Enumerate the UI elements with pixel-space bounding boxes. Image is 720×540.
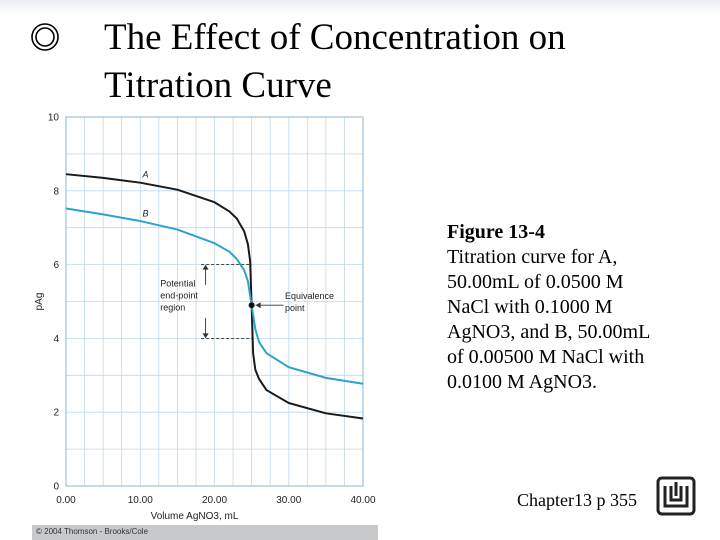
y-tick-label: 8 [53,186,59,197]
y-tick-label: 4 [53,334,59,345]
y-tick-label: 2 [53,408,59,419]
y-axis-label: pAg [34,293,45,311]
copyright-credit: © 2004 Thomson - Brooks/Cole [36,527,149,536]
x-tick-label: 0.00 [56,495,76,506]
y-tick-label: 10 [48,113,60,124]
series-label-b: B [142,208,148,218]
x-tick-label: 20.00 [202,495,227,506]
x-axis-label: Volume AgNO3, mL [151,511,239,522]
region-arrowhead-up [202,264,209,270]
titration-chart: 0.00 10.00 20.00 30.00 40.00 0 2 4 6 8 10 Volume Ag… [34,113,376,523]
caption-line: of 0.00500 M NaCl with [447,346,645,368]
caption-line: 50.00mL of 0.0500 M [447,271,624,293]
university-logo-icon [656,476,696,516]
x-tick-label: 30.00 [276,495,301,506]
caption-line: AgNO3, and B, 50.00mL [447,321,651,343]
series-label-a: A [141,170,148,180]
caption-heading: Figure 13-4 [447,221,545,243]
region-label-line: end-point [160,291,198,301]
y-tick-label: 0 [53,482,59,493]
equivalence-arrowhead [255,302,261,309]
region-label-line: region [160,303,185,313]
series-line-a [65,173,364,420]
equivalence-point-marker [248,302,255,309]
y-tick-label: 6 [53,260,59,271]
plot-frame [65,116,364,487]
x-tick-label: 10.00 [128,495,153,506]
equivalence-label-line: point [285,303,305,313]
figure-caption: Figure 13-4 Titration curve for A, 50.00… [447,220,707,395]
caption-line: NaCl with 0.1000 M [447,296,613,318]
slide-title-line-1: The Effect of Concentration on [104,17,566,58]
double-circle-icon [31,23,59,51]
chapter-reference: Chapter13 p 355 [517,490,637,510]
region-arrowhead-down [202,333,209,339]
x-tick-label: 40.00 [350,495,375,506]
slide-title-line-2: Titration Curve [104,65,332,106]
series-line-b [65,207,364,385]
credit-bar: © 2004 Thomson - Brooks/Cole [32,525,378,540]
equivalence-label-line: Equivalence [285,291,334,301]
caption-line: Titration curve for A, [447,246,618,268]
caption-line: 0.0100 M AgNO3. [447,371,598,393]
chart-panel: 0.00 10.00 20.00 30.00 40.00 0 2 4 6 8 10 Volume Ag… [32,106,378,540]
region-label-line: Potential [160,279,195,289]
